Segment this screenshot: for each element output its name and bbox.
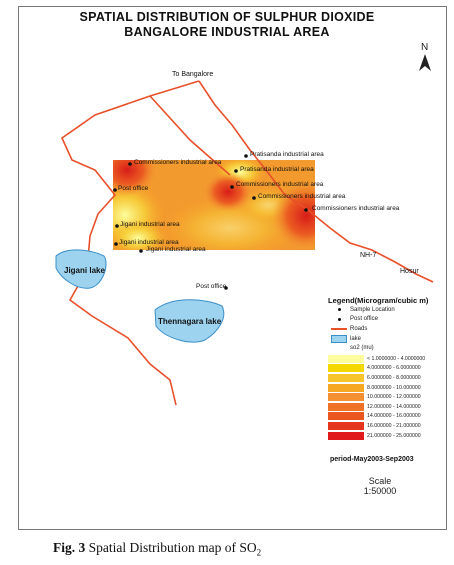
figure-caption: Fig. 3 Spatial Distribution map of SO2 xyxy=(53,540,261,558)
legend-class-swatch xyxy=(328,383,364,392)
legend-class-label: 12.000000 - 14.000000 xyxy=(367,403,421,410)
so2-concentration-surface xyxy=(113,160,315,250)
north-label: N xyxy=(421,42,429,53)
site-label: Post office xyxy=(196,283,227,290)
site-label: Jigani industrial area xyxy=(120,221,180,228)
legend-symbol-row: Sample Location xyxy=(328,305,448,315)
legend-class-label: 4.0000000 - 6.0000000 xyxy=(367,365,421,372)
site-label: Commissioners industrial area xyxy=(312,205,400,212)
legend-class-row: 12.000000 - 14.000000 xyxy=(328,402,448,412)
legend-class-row: 21.000000 - 25.000000 xyxy=(328,431,448,441)
legend-symbol-label: lake xyxy=(350,335,362,342)
legend-symbol-row: so2 (mu) xyxy=(328,343,448,353)
legend-class-row: 14.000000 - 16.000000 xyxy=(328,412,448,422)
legend-class-row: 4.0000000 - 6.0000000 xyxy=(328,364,448,374)
road-label-hosur: Hosur xyxy=(400,268,419,275)
site-label: Commissioners industrial area xyxy=(236,181,324,188)
jigani-lake-shape xyxy=(55,249,107,289)
north-arrow-icon xyxy=(419,54,431,71)
caption-text: Spatial Distribution map of SO xyxy=(88,540,257,555)
legend-symbol-line xyxy=(328,328,350,330)
map-title-line2: BANGALORE INDUSTRIAL AREA xyxy=(124,25,330,39)
legend-symbol-label: Sample Location xyxy=(350,306,395,313)
legend-symbol-dot xyxy=(328,308,350,312)
legend-symbol-label: Post office xyxy=(350,316,378,323)
legend-class-swatch xyxy=(328,354,364,363)
site-label: Jigani industrial area xyxy=(119,239,179,246)
site-label: Pratisanda industrial area xyxy=(240,166,314,173)
legend-class-row: 6.0000000 - 8.0000000 xyxy=(328,373,448,383)
site-label: Jigani industrial area xyxy=(146,246,206,253)
legend-class-row: < 1.0000000 - 4.0000000 xyxy=(328,354,448,364)
site-label: Post office xyxy=(118,185,149,192)
legend-symbol-dot xyxy=(328,317,350,321)
caption-fig-number: Fig. 3 xyxy=(53,540,86,555)
legend-class-row: 16.000000 - 21.000000 xyxy=(328,421,448,431)
scale-value: 1:50000 xyxy=(363,486,397,496)
legend-symbol-label: Roads xyxy=(350,325,368,332)
legend-class-swatch xyxy=(328,373,364,382)
map-title-line1: SPATIAL DISTRIBUTION OF SULPHUR DIOXIDE xyxy=(79,10,375,24)
roads xyxy=(60,80,434,406)
legend-symbol-row: Roads xyxy=(328,324,448,334)
lake-label-jigani: Jigani lake xyxy=(64,266,105,275)
legend-class-swatch xyxy=(328,412,364,421)
scale-block: Scale 1:50000 xyxy=(340,476,420,496)
period-label: period-May2003-Sep2003 xyxy=(330,456,414,463)
legend-class-label: 16.000000 - 21.000000 xyxy=(367,422,421,429)
caption-subscript: 2 xyxy=(256,547,262,558)
site-label: Commissioners industrial area xyxy=(134,159,222,166)
legend-class-row: 10.000000 - 12.000000 xyxy=(328,392,448,402)
legend: Legend(Microgram/cubic m) Sample Locatio… xyxy=(328,296,448,440)
site-label: Pratisanda industrial area xyxy=(250,151,324,158)
site-label: Commissioners industrial area xyxy=(258,193,346,200)
lakes xyxy=(55,249,225,343)
sample-location-dots xyxy=(113,154,308,290)
scale-label: Scale xyxy=(368,476,392,486)
legend-symbol-box xyxy=(328,334,350,343)
legend-class-swatch xyxy=(328,431,364,440)
legend-symbol-label: so2 (mu) xyxy=(350,345,374,352)
legend-class-label: 10.000000 - 12.000000 xyxy=(367,394,421,401)
legend-class-label: 14.000000 - 16.000000 xyxy=(367,413,421,420)
legend-class-swatch xyxy=(328,393,364,402)
legend-class-swatch xyxy=(328,364,364,373)
legend-class-swatch xyxy=(328,402,364,411)
legend-class-label: < 1.0000000 - 4.0000000 xyxy=(367,355,426,362)
legend-class-swatch xyxy=(328,421,364,430)
lake-label-thennagara: Thennagara lake xyxy=(158,317,222,326)
legend-symbol-row: Post office xyxy=(328,315,448,325)
legend-class-label: 8.0000000 - 10.000000 xyxy=(367,384,421,391)
road-label-nh7: NH-7 xyxy=(360,252,377,259)
legend-class-label: 6.0000000 - 8.0000000 xyxy=(367,374,421,381)
legend-class-label: 21.000000 - 25.000000 xyxy=(367,432,421,439)
thennagara-lake-shape xyxy=(154,299,225,343)
road-label-to-bangalore: To Bangalore xyxy=(172,71,214,78)
legend-symbol-row: lake xyxy=(328,334,448,344)
legend-class-row: 8.0000000 - 10.000000 xyxy=(328,383,448,393)
legend-title: Legend(Microgram/cubic m) xyxy=(328,296,429,305)
